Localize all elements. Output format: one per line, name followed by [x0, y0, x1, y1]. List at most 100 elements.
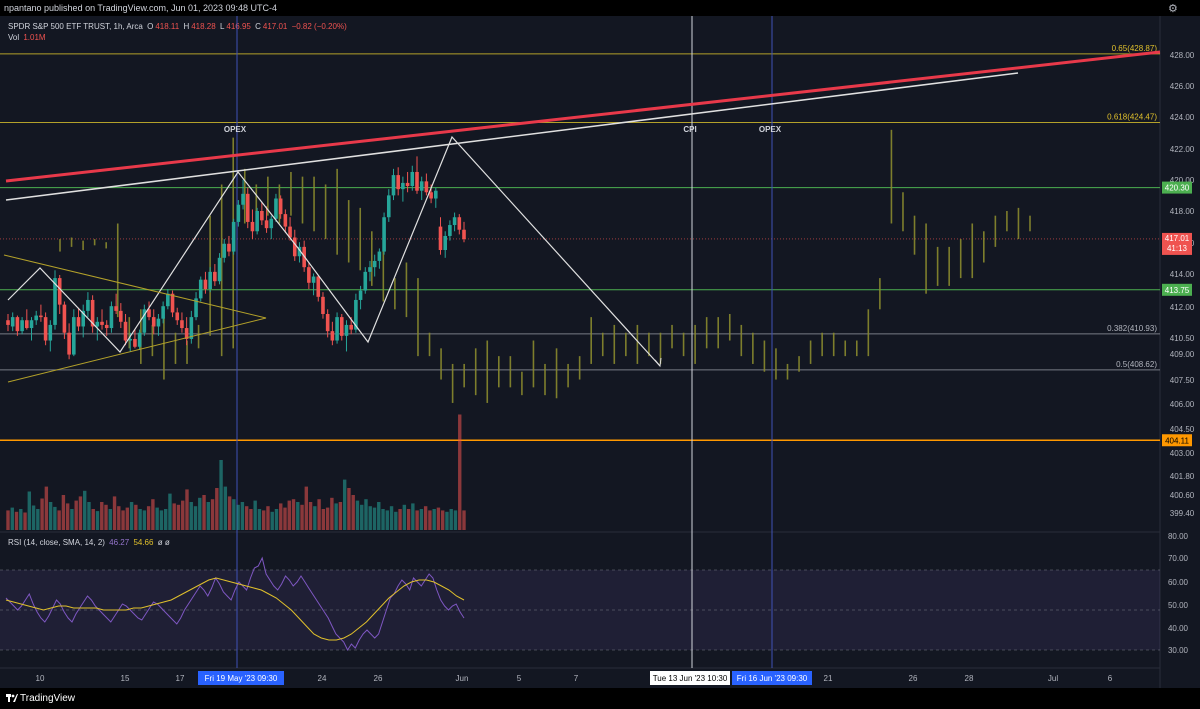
- candle-body: [86, 299, 90, 311]
- open-label: O: [147, 22, 154, 31]
- candle-body: [170, 293, 175, 313]
- candle-body: [53, 278, 57, 325]
- candle-body: [175, 312, 180, 321]
- candle-body: [128, 338, 133, 341]
- arrow-head-icon: [654, 357, 662, 368]
- volume-bar: [134, 504, 138, 530]
- candle-body: [372, 260, 377, 268]
- price-tick-label: 424.00: [1170, 113, 1195, 122]
- candle-body: [119, 310, 123, 322]
- candle-body: [95, 321, 100, 327]
- candle-body: [415, 171, 419, 191]
- time-tick-label: Jun: [456, 674, 469, 683]
- candle-body: [452, 217, 457, 226]
- candle-body: [166, 293, 170, 307]
- volume-bar: [372, 507, 377, 530]
- volume-bar: [244, 506, 249, 530]
- candle-body: [198, 279, 203, 299]
- price-tick-label: 400.60: [1170, 491, 1195, 500]
- last-price-countdown: 41:13: [1167, 244, 1188, 253]
- candle-body: [48, 324, 53, 341]
- symbol-legend: SPDR S&P 500 ETF TRUST, 1h, Arca O 418.11…: [8, 22, 349, 31]
- volume-bar: [419, 509, 424, 530]
- time-tick-label: 26: [374, 674, 383, 683]
- fib-level-label: 0.5(408.62): [1116, 360, 1157, 369]
- volume-bar: [236, 504, 240, 530]
- volume-bar: [23, 512, 27, 530]
- candle-body: [39, 315, 43, 318]
- publisher-text: npantano published on TradingView.com, J…: [4, 3, 278, 13]
- volume-bar: [287, 500, 291, 530]
- candle-body: [161, 306, 165, 319]
- candle-body: [133, 338, 137, 347]
- level-badge-413: 413.75: [1165, 286, 1190, 295]
- candle-body: [419, 181, 424, 191]
- volume-bar: [325, 507, 330, 530]
- volume-bar: [462, 510, 466, 530]
- volume-bar: [193, 506, 198, 530]
- volume-bar: [44, 486, 49, 530]
- time-tick-label: 26: [909, 674, 918, 683]
- rsi-extra: ø ø: [157, 538, 170, 547]
- price-tick-label: 426.00: [1170, 82, 1195, 91]
- candle-body: [62, 304, 67, 333]
- volume-bar: [428, 510, 432, 530]
- rsi-tick-label: 80.00: [1168, 532, 1189, 541]
- open-value: 418.11: [155, 22, 180, 31]
- settings-icon[interactable]: ⚙: [1168, 3, 1178, 15]
- triangle-pattern: [3, 254, 267, 383]
- price-chart[interactable]: 0.65(428.87) 0.618(424.47) 0.382(410.93) 0.…: [0, 16, 1200, 688]
- volume-bar: [151, 499, 155, 530]
- candle-body: [410, 171, 415, 187]
- volume-bar: [458, 414, 462, 530]
- low-value: 416.95: [226, 22, 251, 31]
- volume-bar: [87, 502, 91, 530]
- candle-body: [274, 198, 278, 219]
- volume-bar: [300, 504, 304, 530]
- time-tick-label: 10: [36, 674, 45, 683]
- volume-bar: [402, 504, 407, 530]
- candle-body: [20, 320, 24, 332]
- volume-bar: [321, 509, 326, 530]
- volume-bar: [406, 509, 411, 530]
- change-value: −0.82 (−0.20%): [291, 22, 347, 31]
- volume-bar: [10, 507, 14, 530]
- candle-body: [236, 204, 241, 222]
- time-tick-label: 21: [824, 674, 833, 683]
- volume-bar: [155, 507, 159, 530]
- volume-bar: [394, 511, 398, 530]
- close-value: 417.01: [262, 22, 288, 31]
- volume-bar: [219, 460, 223, 530]
- volume-bar: [257, 509, 262, 530]
- rsi-legend: RSI (14, close, SMA, 14, 2) 46.27 54.66 …: [8, 538, 172, 547]
- volume-bar: [279, 503, 283, 530]
- volume-bar: [338, 502, 343, 530]
- candle-body: [76, 317, 81, 327]
- volume-bar: [117, 506, 121, 530]
- volume-bar: [53, 506, 57, 530]
- upper-trendline: [5, 72, 1019, 201]
- volume-bar: [398, 509, 402, 530]
- candle-body: [462, 229, 466, 240]
- candle-body: [57, 278, 62, 305]
- price-tick-label: 404.50: [1170, 425, 1195, 434]
- volume-bar: [291, 499, 296, 530]
- rsi-tick-label: 30.00: [1168, 646, 1189, 655]
- volume-bar: [108, 509, 112, 530]
- volume-bar: [347, 488, 351, 530]
- volume-legend: Vol 1.01M: [8, 33, 48, 42]
- volume-bar: [436, 507, 441, 530]
- candle-body: [142, 309, 147, 333]
- candle-body: [429, 192, 433, 199]
- candle-body: [278, 198, 283, 215]
- volume-bar: [91, 509, 95, 530]
- date-marker-bg: [198, 671, 284, 685]
- candle-body: [184, 328, 189, 339]
- time-tick-label: 15: [121, 674, 130, 683]
- volume-bar: [78, 496, 83, 530]
- volume-bar: [355, 500, 360, 530]
- candle-body: [307, 267, 311, 283]
- candle-body: [311, 276, 316, 283]
- volume-bar: [142, 510, 147, 530]
- candle-body: [330, 331, 335, 341]
